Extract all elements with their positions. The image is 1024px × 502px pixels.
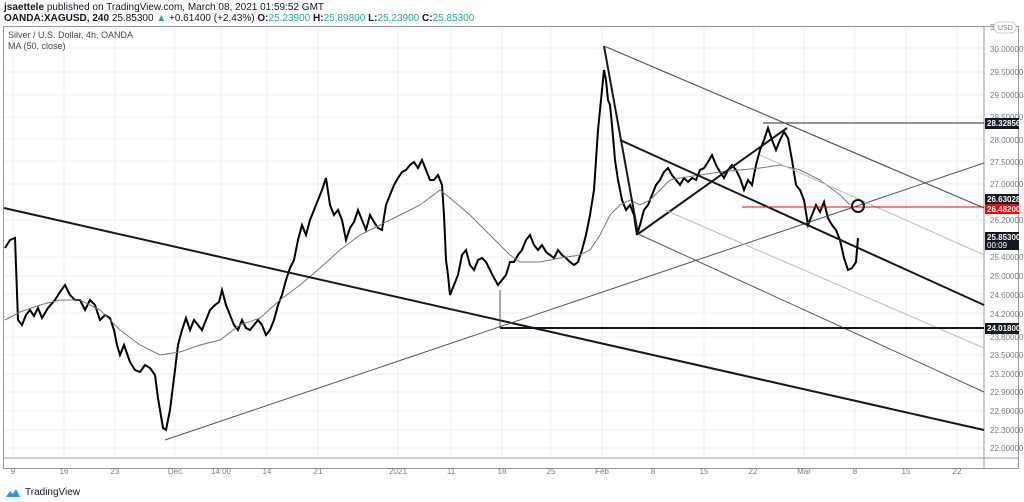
open-value: 25.23900 [268, 13, 311, 24]
svg-text:22.30000: 22.30000 [990, 426, 1024, 435]
close-label: C: [422, 13, 433, 24]
svg-text:14:00: 14:00 [211, 467, 232, 476]
high-value: 25.89800 [323, 13, 366, 24]
usd-badge[interactable]: USD [993, 21, 1017, 34]
svg-text:8: 8 [853, 467, 858, 476]
svg-text:23.50000: 23.50000 [990, 351, 1024, 360]
svg-text:15: 15 [902, 467, 911, 476]
trendlines [3, 45, 985, 441]
cloud-icon [6, 488, 20, 497]
last-price: 25.85300 [111, 13, 154, 24]
published-text: published on TradingView.com, March 08, … [46, 2, 325, 13]
brand-name: TradingView [25, 487, 81, 498]
svg-text:22: 22 [749, 467, 758, 476]
svg-text:30.00000: 30.00000 [990, 45, 1024, 54]
open-label: O: [257, 13, 269, 24]
symbol-info: OANDA:XAGUSD, 240 25.85300 ▲ +0.61400 (+… [4, 13, 474, 24]
high-label: H: [313, 13, 324, 24]
svg-text:9: 9 [11, 467, 16, 476]
publisher-name[interactable]: jsaettele [4, 2, 45, 13]
svg-text:16: 16 [60, 467, 69, 476]
grid [4, 27, 984, 458]
svg-text:00:09: 00:09 [987, 241, 1008, 250]
price-candles [4, 69, 859, 432]
svg-text:23: 23 [111, 467, 120, 476]
svg-text:25.00000: 25.00000 [990, 272, 1024, 281]
svg-text:25.85300: 25.85300 [987, 233, 1021, 242]
time-axis[interactable]: 9 16 23 Dec 14:00 14 21 2021 11 18 25 Feb 8 15 22 … [11, 467, 962, 476]
tradingview-logo[interactable]: TradingView [4, 487, 80, 498]
price-axis[interactable]: 3 30.00000 29.50000 29.00000 28.50000 28.00… [990, 23, 1024, 453]
svg-text:22.00000: 22.00000 [990, 444, 1024, 453]
svg-text:28.50000: 28.50000 [990, 113, 1024, 122]
svg-text:28.00000: 28.00000 [990, 136, 1024, 145]
svg-text:27.00000: 27.00000 [990, 180, 1024, 189]
series-title[interactable]: Silver / U.S. Dollar, 4h, OANDA [8, 30, 134, 40]
low-value: 25.23900 [377, 13, 420, 24]
svg-text:23.80000: 23.80000 [990, 333, 1024, 342]
svg-text:24.60000: 24.60000 [990, 291, 1024, 300]
svg-text:27.50000: 27.50000 [990, 158, 1024, 167]
svg-text:14: 14 [263, 467, 272, 476]
svg-text:18: 18 [498, 467, 507, 476]
svg-text:24.20000: 24.20000 [990, 310, 1024, 319]
svg-text:22.60000: 22.60000 [990, 407, 1024, 416]
svg-text:24.01800: 24.01800 [987, 324, 1021, 333]
svg-text:29.00000: 29.00000 [990, 91, 1024, 100]
svg-text:26.63028: 26.63028 [987, 195, 1021, 204]
indicator-title[interactable]: MA (50, close) [8, 41, 66, 51]
svg-text:Dec: Dec [168, 467, 182, 476]
svg-text:8: 8 [651, 467, 656, 476]
svg-text:25.40000: 25.40000 [990, 253, 1024, 262]
svg-text:29.50000: 29.50000 [990, 68, 1024, 77]
svg-text:USD: USD [998, 25, 1013, 32]
svg-text:22.90000: 22.90000 [990, 388, 1024, 397]
svg-text:11: 11 [447, 467, 456, 476]
publish-info: jsaettele published on TradingView.com, … [4, 2, 324, 13]
up-arrow-icon: ▲ [156, 13, 167, 24]
change: +0.61400 (+2.43%) [169, 13, 255, 24]
svg-text:26.20000: 26.20000 [990, 216, 1024, 225]
price-labels: 28.32856 26.63028 26.48200 25.8530000:09… [985, 118, 1021, 334]
svg-text:15: 15 [700, 467, 709, 476]
chart-legend: Silver / U.S. Dollar, 4h, OANDA MA (50, … [8, 30, 133, 52]
svg-text:Mar: Mar [797, 467, 811, 476]
svg-text:3: 3 [990, 23, 995, 32]
close-value: 25.85300 [432, 13, 475, 24]
svg-text:22: 22 [953, 467, 962, 476]
svg-text:Feb: Feb [595, 467, 609, 476]
symbol: OANDA:XAGUSD, 240 [4, 13, 110, 24]
svg-text:25: 25 [547, 467, 556, 476]
low-label: L: [368, 13, 378, 24]
svg-text:26.48200: 26.48200 [987, 205, 1021, 214]
svg-text:23.20000: 23.20000 [990, 370, 1024, 379]
svg-text:21: 21 [314, 467, 323, 476]
svg-text:2021: 2021 [389, 467, 407, 476]
svg-text:28.32856: 28.32856 [987, 119, 1021, 128]
